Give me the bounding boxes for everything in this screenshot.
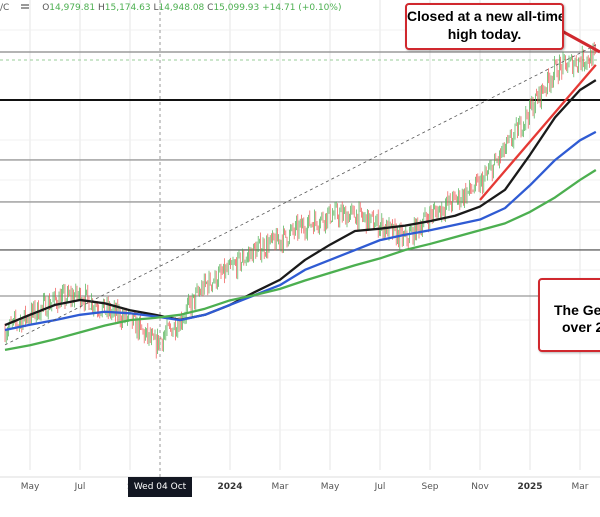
price-chart[interactable] [0, 0, 600, 501]
moving-average-line-2 [4, 169, 597, 351]
menu-icon[interactable] [21, 4, 30, 9]
open-label: O [42, 3, 50, 13]
x-tick-label: Sep [421, 482, 439, 492]
x-tick-label: Nov [471, 482, 489, 492]
x-tick-label: 2025 [517, 482, 543, 492]
low-label: L [153, 3, 159, 13]
symbol-label: /C [0, 3, 10, 13]
high-value: 15,174.63 [104, 3, 151, 13]
x-tick-label: Jul [374, 482, 386, 492]
x-tick-label: May [320, 482, 340, 492]
close-label: C [207, 3, 214, 13]
x-tick-label: Jul [74, 482, 86, 492]
trendline-0 [4, 44, 597, 346]
trendline-1 [479, 64, 597, 201]
low-value: 14,948.08 [158, 3, 205, 13]
callout-line-2: high today. [447, 26, 522, 42]
high-label: H [97, 3, 105, 13]
x-tick-label: Mar [571, 482, 589, 492]
moving-average-line-1 [4, 130, 597, 332]
x-tick-label: 2024 [217, 482, 243, 492]
all-time-high-callout: Closed at a new all-time high today. [405, 3, 564, 50]
right-callout: The Germ over 21 [538, 278, 600, 352]
ohlc-header: /C O14,979.81 H15,174.63 L14,948.08 C15,… [0, 3, 341, 13]
right-callout-line-2: over 21 [562, 319, 600, 335]
x-tick-label: May [20, 482, 40, 492]
close-value: 15,099.93 [213, 3, 260, 13]
moving-average-line-0 [4, 79, 597, 327]
callout-pointer [559, 28, 600, 54]
change-value: +14.71 (+0.10%) [262, 3, 342, 13]
right-callout-line-1: The Germ [554, 302, 600, 318]
crosshair-date-label: Wed 04 Oct '23 [128, 477, 192, 512]
callout-line-1: Closed at a new all-time [407, 8, 564, 24]
x-tick-label: Mar [271, 482, 289, 492]
open-value: 14,979.81 [49, 3, 96, 13]
